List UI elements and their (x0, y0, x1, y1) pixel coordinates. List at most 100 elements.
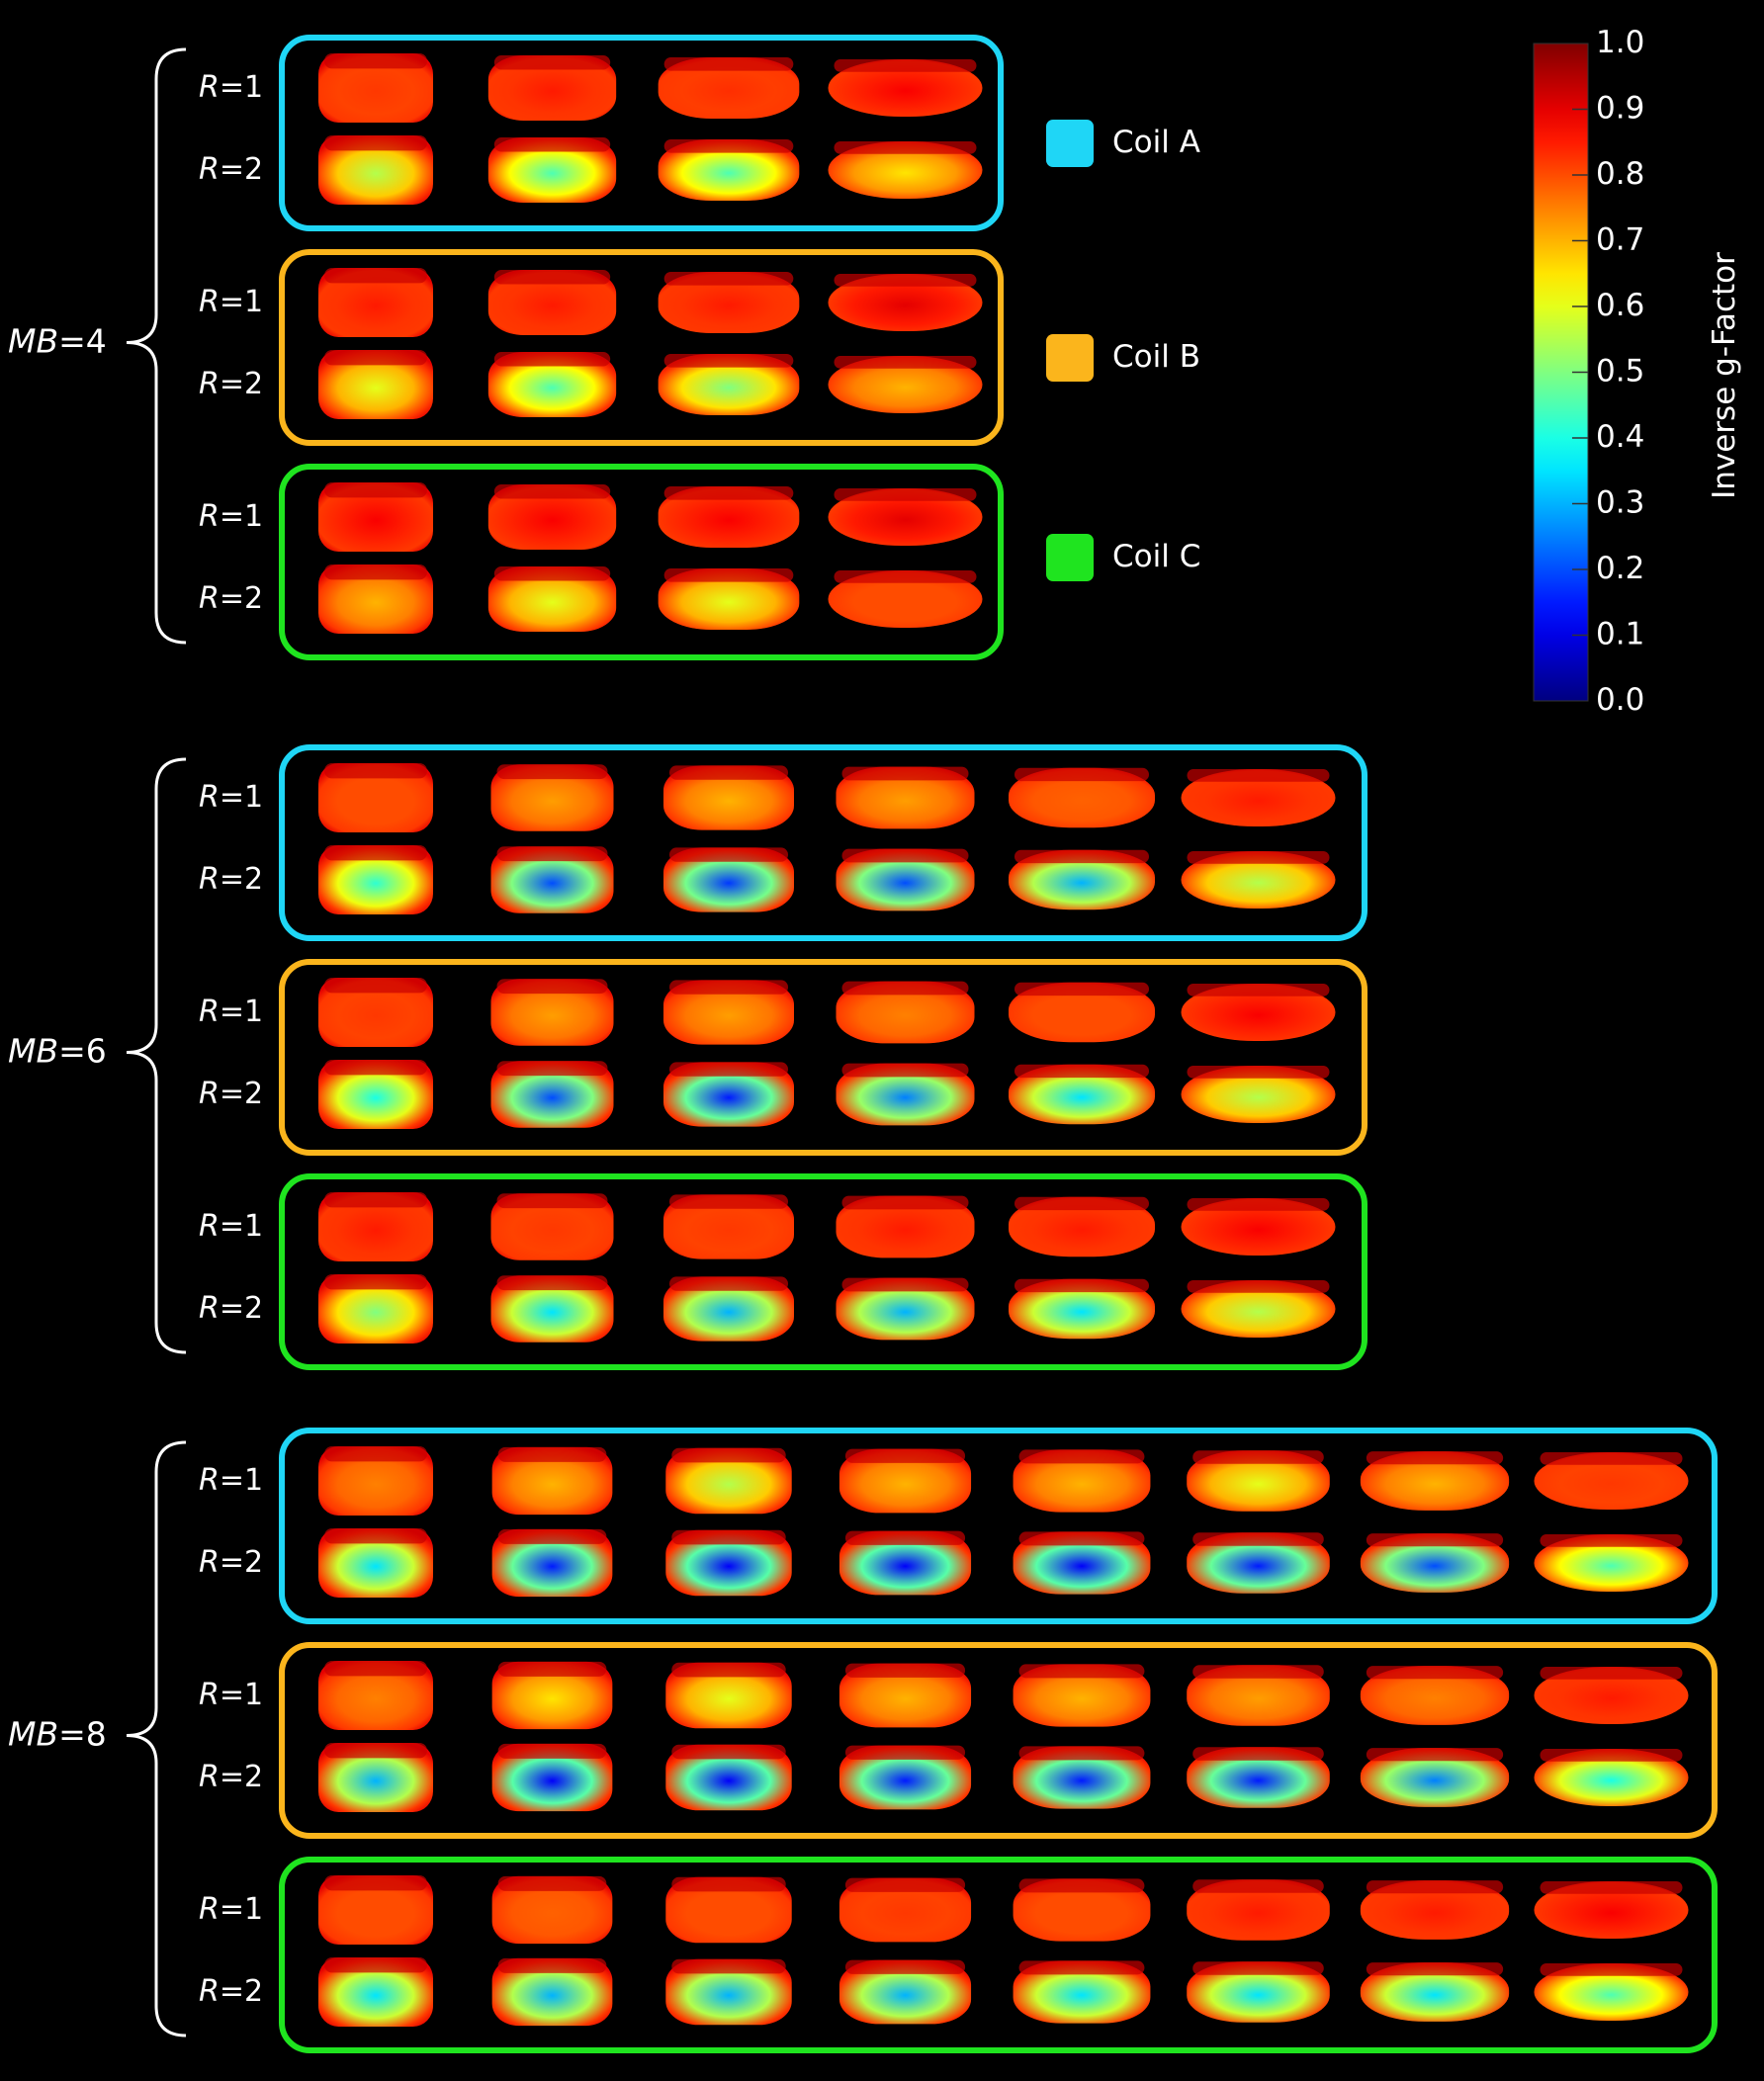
colorbar-tick-label-value: 1.0 (1596, 25, 1644, 60)
map-rim (324, 268, 427, 284)
map-rim (834, 59, 977, 72)
g-factor-map (836, 1063, 975, 1126)
row-label-r1: R=1 (199, 780, 263, 815)
g-factor-map (838, 1663, 972, 1728)
g-factor-map (665, 1876, 792, 1944)
row-label-r2-value: =2 (220, 1974, 263, 2009)
map-rim (1018, 1960, 1145, 1975)
map-rim (1540, 1963, 1683, 1976)
map-rim (324, 845, 427, 861)
g-factor-map (665, 1744, 792, 1811)
g-factor-map (490, 764, 614, 831)
map-rim (1187, 984, 1330, 997)
g-factor-map (836, 981, 975, 1044)
map-rim (1540, 1667, 1683, 1680)
map-rim (844, 1745, 966, 1760)
coil-box-c: R=1R=2 (199, 1173, 1367, 1370)
g-factor-map (836, 848, 975, 911)
map-rim (663, 272, 794, 286)
colorbar-tick-label-value: 0.8 (1596, 156, 1644, 192)
legend-swatch (1046, 534, 1094, 581)
g-factor-map (1013, 1878, 1151, 1942)
g-factor-map (318, 53, 433, 123)
row-label-r1: R=1 (199, 1463, 263, 1498)
colorbar-tick-label-value: 0.4 (1596, 419, 1644, 455)
map-rim (1014, 1278, 1149, 1293)
map-rim (844, 1877, 966, 1892)
colorbar-title: Inverse g-Factor (1707, 252, 1742, 499)
g-factor-map (663, 980, 794, 1045)
row-label-r2-value: =2 (220, 581, 263, 616)
coil-box-b: R=1R=2 (199, 1642, 1718, 1839)
map-rim (1014, 849, 1149, 864)
coil-box-b: R=1R=2 (199, 249, 1004, 446)
g-factor-map (1009, 1064, 1155, 1125)
row-label-r1-italic: R (199, 1463, 220, 1498)
coil-frame (279, 959, 1367, 1156)
map-rim (1540, 1881, 1683, 1894)
g-factor-map (1360, 1451, 1510, 1511)
g-factor-map (1534, 1452, 1689, 1510)
map-rim (324, 1743, 427, 1759)
map-rim (497, 1446, 607, 1462)
group-mb-4: MB=4R=1R=2R=1R=2R=1R=2 (8, 35, 1004, 660)
row-label-r2-italic: R (199, 1974, 220, 2009)
g-factor-map (490, 979, 614, 1046)
map-rim (1366, 1880, 1504, 1894)
map-rim (1018, 1664, 1145, 1679)
g-factor-map (1360, 1962, 1510, 2022)
colorbar-tick-label-value: 0.7 (1596, 221, 1644, 257)
map-rim (841, 766, 969, 781)
map-rim (663, 486, 794, 500)
g-factor-map (828, 356, 983, 413)
row-label-r2: R=2 (199, 581, 263, 616)
g-factor-map (1009, 849, 1155, 910)
coil-box-b: R=1R=2 (199, 959, 1367, 1156)
map-rim (496, 1193, 608, 1209)
row-label-r1-italic: R (199, 499, 220, 534)
g-factor-map (836, 1195, 975, 1258)
g-factor-map (1187, 1961, 1330, 2023)
g-factor-map (318, 978, 433, 1047)
g-factor-map (1013, 1664, 1151, 1727)
g-factor-map (1534, 1534, 1689, 1592)
map-rim (1014, 767, 1149, 782)
g-factor-map (658, 139, 800, 201)
g-factor-map (490, 846, 614, 913)
map-rim (844, 1530, 966, 1545)
map-rim (1366, 1451, 1504, 1465)
map-rim (497, 1957, 607, 1973)
g-factor-map (491, 1446, 613, 1516)
map-rim (671, 1744, 786, 1760)
map-rim (1540, 1452, 1683, 1465)
colorbar-tick-label-value: 0.6 (1596, 288, 1644, 323)
g-factor-map (838, 1959, 972, 2025)
brace (126, 757, 187, 1354)
colorbar-tick-label-value: 0.3 (1596, 484, 1644, 520)
row-label-r2-value: =2 (220, 1545, 263, 1580)
g-factor-map (1360, 1666, 1510, 1725)
mb-label: MB=6 (8, 1031, 107, 1070)
g-factor-map (487, 55, 617, 121)
coil-box-a: R=1R=2 (199, 35, 1004, 231)
coil-box-c: R=1R=2 (199, 464, 1004, 660)
row-label-r2-italic: R (199, 1291, 220, 1326)
colorbar-tick-label: 0.4 (1596, 419, 1644, 455)
row-label-r2: R=2 (199, 1545, 263, 1580)
map-rim (493, 352, 611, 367)
colorbar-tick-label: 0.8 (1596, 156, 1644, 192)
row-label-r1: R=1 (199, 70, 263, 105)
group-mb-6: MB=6R=1R=2R=1R=2R=1R=2 (8, 744, 1367, 1370)
map-rim (1366, 1962, 1504, 1976)
map-rim (841, 848, 969, 863)
map-rim (324, 482, 427, 498)
row-label-r2-italic: R (199, 1545, 220, 1580)
map-rim (324, 1661, 427, 1677)
g-factor-map (838, 1530, 972, 1596)
row-label-r2-value: =2 (220, 862, 263, 897)
row-label-r1-italic: R (199, 1678, 220, 1712)
g-factor-map (318, 763, 433, 832)
g-factor-map (828, 274, 983, 331)
g-factor-map (1013, 1746, 1151, 1809)
